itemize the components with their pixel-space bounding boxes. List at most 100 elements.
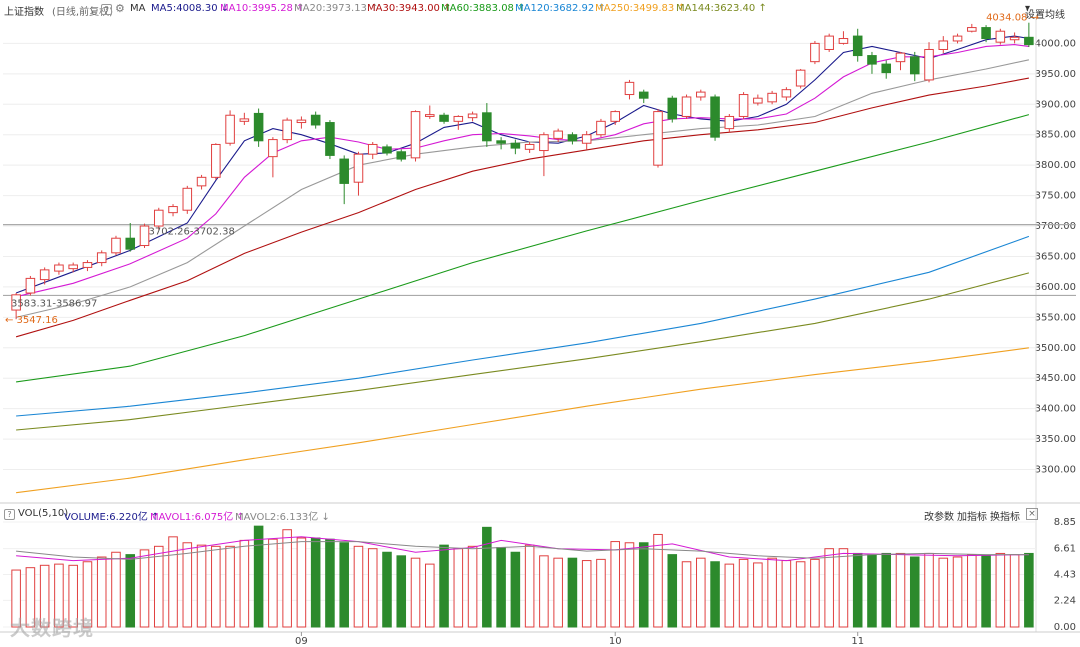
candle	[767, 90, 777, 105]
candle	[382, 144, 392, 156]
volume-bar	[268, 538, 278, 628]
volume-tick-label: 6.61	[1054, 544, 1076, 555]
candle	[967, 23, 977, 33]
volume-bar	[125, 554, 136, 628]
volume-bar	[524, 544, 535, 628]
candle	[738, 92, 749, 119]
candle-down-body	[439, 114, 449, 122]
candle-down-body	[125, 237, 136, 250]
index-title[interactable]: 上证指数	[4, 7, 44, 18]
volume-bar	[325, 538, 335, 628]
volume-bar	[39, 564, 50, 628]
candle-down-body	[710, 96, 720, 138]
candle-up-body	[111, 237, 121, 254]
volume-bar	[824, 548, 834, 628]
switch-indicator-button[interactable]: 换指标	[990, 512, 1020, 523]
candle-up-body	[239, 118, 250, 122]
candle-up-body	[895, 52, 906, 63]
volume-bar	[111, 551, 121, 628]
volume-help-icon[interactable]: ?	[4, 509, 15, 520]
candle	[282, 117, 292, 144]
candle-up-body	[610, 111, 620, 122]
candle	[995, 28, 1006, 45]
volume-tick-label: 8.85	[1054, 517, 1076, 528]
volume-bar	[895, 552, 906, 628]
volume-bar	[510, 551, 521, 628]
ma10-value: MA10:3995.28 ↑	[220, 3, 305, 14]
high-annotation: 4034.08 →	[986, 13, 1039, 24]
volume-bar	[881, 552, 892, 628]
volume-bar	[638, 542, 649, 628]
volume-bar	[624, 542, 635, 628]
candle	[11, 293, 21, 320]
candle-down-body	[310, 114, 321, 126]
candle-down-body	[510, 142, 521, 149]
candle	[39, 267, 50, 285]
candle	[268, 137, 278, 178]
candle-up-body	[724, 115, 735, 130]
candle-down-body	[638, 91, 649, 99]
candle	[310, 111, 321, 129]
candle-up-body	[196, 176, 207, 187]
help-icon[interactable]: ?	[101, 4, 112, 15]
price-tick-label: 3950.00	[1035, 69, 1076, 80]
gear-icon[interactable]: ⚙	[115, 2, 125, 15]
candle-up-body	[268, 139, 278, 158]
ma-line-ma60	[16, 114, 1030, 383]
ma-settings-label: 设置均线	[1024, 10, 1065, 21]
candle	[838, 31, 849, 45]
close-icon[interactable]: ×	[1026, 508, 1038, 520]
volume-bar	[310, 537, 321, 628]
volume-bar	[453, 548, 464, 628]
candle	[111, 235, 121, 256]
volume-ma-line-mavol2	[16, 541, 1029, 560]
price-tick-label: 3700.00	[1035, 221, 1076, 232]
candle-down-body	[867, 55, 877, 65]
candle	[82, 260, 93, 272]
volume-bar	[724, 563, 735, 628]
ma5-value: MA5:4008.30 ↓	[151, 3, 230, 14]
candle	[496, 137, 506, 150]
candle-up-body	[453, 115, 464, 122]
price-tick-label: 3550.00	[1035, 312, 1076, 323]
candle-down-body	[852, 35, 863, 57]
ma-settings-button[interactable]: 设置均线 ▾	[1024, 3, 1065, 21]
volume-bar	[25, 567, 36, 628]
candle	[467, 111, 478, 122]
x-tick-label: 10	[609, 636, 622, 647]
candle	[225, 110, 235, 146]
price-tick-label: 3600.00	[1035, 282, 1076, 293]
volume-bar	[909, 556, 920, 628]
candle-down-body	[1024, 36, 1034, 46]
candle	[653, 109, 663, 168]
ma-line-ma5	[15, 35, 1029, 294]
price-tick-label: 4000.00	[1035, 38, 1076, 49]
candle-down-body	[496, 140, 506, 144]
candle	[253, 108, 264, 147]
change-params-button[interactable]: 改参数	[924, 512, 954, 523]
volume-bar	[924, 552, 934, 628]
candle-up-body	[96, 252, 107, 264]
price-tick-label: 3450.00	[1035, 373, 1076, 384]
candle-up-body	[367, 143, 378, 155]
candle	[795, 68, 806, 89]
price-tick-label: 3900.00	[1035, 99, 1076, 110]
add-indicator-button[interactable]: 加指标	[957, 512, 987, 523]
watermark-logo: 大数跨境	[10, 616, 94, 640]
volume-bar	[196, 544, 207, 628]
volume-bar	[852, 552, 863, 628]
volume-bar	[995, 552, 1006, 628]
candle	[924, 42, 934, 83]
volume-bar	[938, 557, 949, 628]
candle	[1024, 22, 1034, 48]
candle	[353, 151, 364, 196]
candle-down-body	[382, 146, 392, 154]
candle-up-body	[810, 42, 820, 63]
volume-bar	[68, 564, 78, 628]
volume-bar	[581, 560, 592, 628]
price-tick-label: 3350.00	[1035, 434, 1076, 445]
ma120-value: MA120:3682.92 ↑	[515, 3, 606, 14]
candle	[895, 51, 906, 71]
candle-up-body	[1009, 36, 1020, 41]
